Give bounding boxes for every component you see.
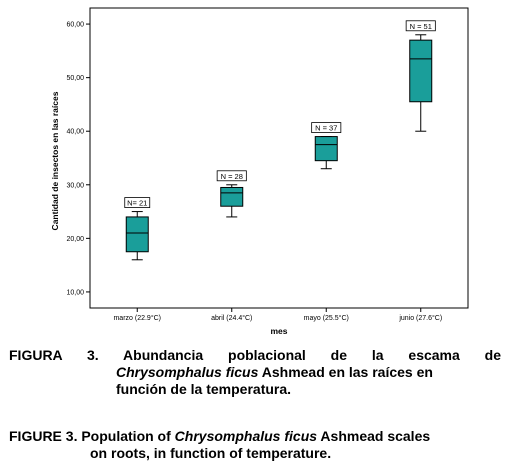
caption-en-rest: Ashmead scales [317, 428, 431, 444]
box-group: N = 28 [216, 170, 247, 218]
caption-spanish: FIGURA 3. Abundancia poblacional de la e… [9, 347, 501, 398]
box-group: N= 21 [124, 197, 151, 261]
x-axis: marzo (22.9°C) abril (24.4°C) mayo (25.5°C… [113, 308, 442, 322]
y-axis-label: Cantidad de insectos en las raíces [50, 91, 60, 230]
y-tick-label: 40,00 [66, 129, 84, 136]
y-axis: 10,00 20,00 30,00 40,00 50,00 60,00 [66, 22, 90, 296]
caption-es-rest: Ashmead en las raíces en [258, 364, 433, 380]
n-label: N = 37 [315, 124, 337, 133]
caption-en-line1: FIGURE 3. Population of Chrysomphalus fi… [9, 428, 501, 445]
n-label-box [216, 170, 247, 182]
n-label: N = 28 [221, 172, 243, 181]
x-tick-label: marzo (22.9°C) [113, 314, 161, 322]
x-tick-label: junio (27.6°C) [398, 314, 442, 322]
x-tick-label: abril (24.4°C) [211, 314, 252, 322]
boxplot-chart: 10,00 20,00 30,00 40,00 50,00 60,00 marzo (22… [50, 7, 469, 336]
n-label-box [311, 122, 342, 133]
iqr-box [409, 39, 433, 103]
y-tick-label: 10,00 [66, 289, 84, 296]
x-axis-label: mes [270, 326, 287, 336]
iqr-box [314, 136, 338, 162]
y-tick-label: 30,00 [66, 182, 84, 189]
x-tick-label: mayo (25.5°C) [304, 314, 349, 322]
iqr-box [125, 216, 149, 253]
species-name-en: Chrysomphalus ficus [174, 428, 318, 444]
species-name-es: Chrysomphalus ficus [116, 364, 259, 380]
caption-es-line3: función de la temperatura. [116, 381, 292, 397]
caption-es-line2: Chrysomphalus ficus Ashmead en las raíce… [9, 364, 501, 381]
y-tick-label: 20,00 [66, 236, 84, 243]
n-label-box [405, 20, 436, 32]
caption-es-line1: FIGURA 3. Abundancia poblacional de la e… [9, 347, 501, 363]
box-series: N= 21 N = 28 N = 37 N = 51 [124, 20, 436, 261]
box-group: N = 51 [405, 20, 436, 132]
y-tick-label: 60,00 [66, 22, 84, 29]
plot-frame [89, 7, 469, 309]
box-group: N = 37 [311, 122, 342, 170]
caption-english: FIGURE 3. Population of Chrysomphalus fi… [9, 428, 501, 462]
n-label: N = 51 [410, 22, 432, 31]
caption-en-label: FIGURE 3. Population of [9, 428, 175, 444]
y-tick-label: 50,00 [66, 75, 84, 82]
caption-en-line2: on roots, in function of temperature. [90, 445, 332, 461]
iqr-box [220, 186, 244, 207]
n-label-box [124, 197, 151, 208]
n-label: N= 21 [127, 199, 147, 208]
